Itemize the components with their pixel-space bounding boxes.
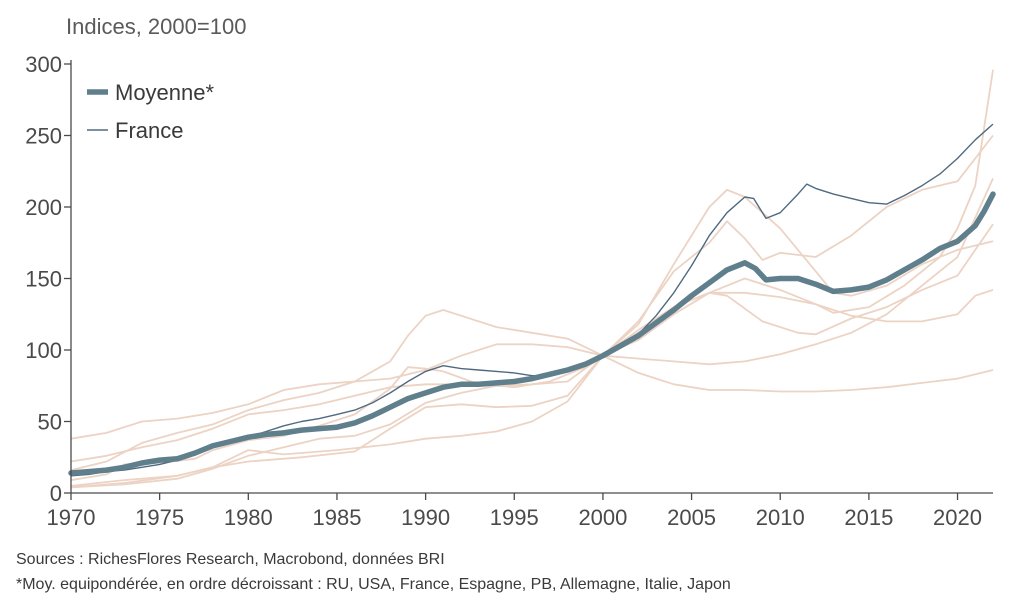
x-tick-label: 2010	[756, 505, 805, 530]
x-tick-label: 2020	[933, 505, 982, 530]
y-tick-label: 250	[25, 124, 62, 149]
source-footnote: Sources : RichesFlores Research, Macrobo…	[16, 551, 445, 568]
series-line-espagne	[70, 188, 994, 489]
series-line-italie	[70, 289, 994, 489]
y-tick-label: 0	[50, 481, 62, 506]
y-tick-label: 100	[25, 338, 62, 363]
highlighted-series-layer	[68, 123, 996, 477]
line-chart: 0 50 100 150 200 250 300 1970 1975 1980 1985 1990 19…	[25, 52, 996, 530]
x-tick-label: 1970	[47, 505, 96, 530]
series-line-moyenne	[68, 191, 996, 476]
legend-label-moyenne: Moyenne*	[115, 80, 215, 105]
series-line-pb	[70, 69, 994, 487]
x-tick-label: 2000	[578, 505, 627, 530]
x-tick-label: 1985	[312, 505, 361, 530]
y-tick-label: 150	[25, 267, 62, 292]
x-tick-label: 1975	[135, 505, 184, 530]
y-tick-label: 200	[25, 195, 62, 220]
y-tick-label: 300	[25, 52, 62, 77]
y-unit-label: Indices, 2000=100	[66, 14, 247, 39]
x-tick-label: 1990	[401, 505, 450, 530]
series-line-japon	[70, 309, 994, 471]
series-line-ru	[70, 134, 994, 481]
x-tick-label: 1980	[224, 505, 273, 530]
other-series-layer	[70, 69, 994, 489]
series-line-allemagne	[70, 178, 994, 440]
x-tick-label: 2005	[667, 505, 716, 530]
average-footnote: *Moy. equipondérée, en ordre décroissant…	[16, 576, 731, 593]
x-tick-label: 1995	[490, 505, 539, 530]
legend: Moyenne* France	[87, 80, 215, 143]
axes-layer: 0 50 100 150 200 250 300 1970 1975 1980 1985 1990 19…	[25, 52, 993, 530]
series-line-france	[70, 123, 994, 477]
x-tick-label: 2015	[844, 505, 893, 530]
legend-label-france: France	[115, 118, 183, 143]
y-tick-label: 50	[38, 410, 62, 435]
